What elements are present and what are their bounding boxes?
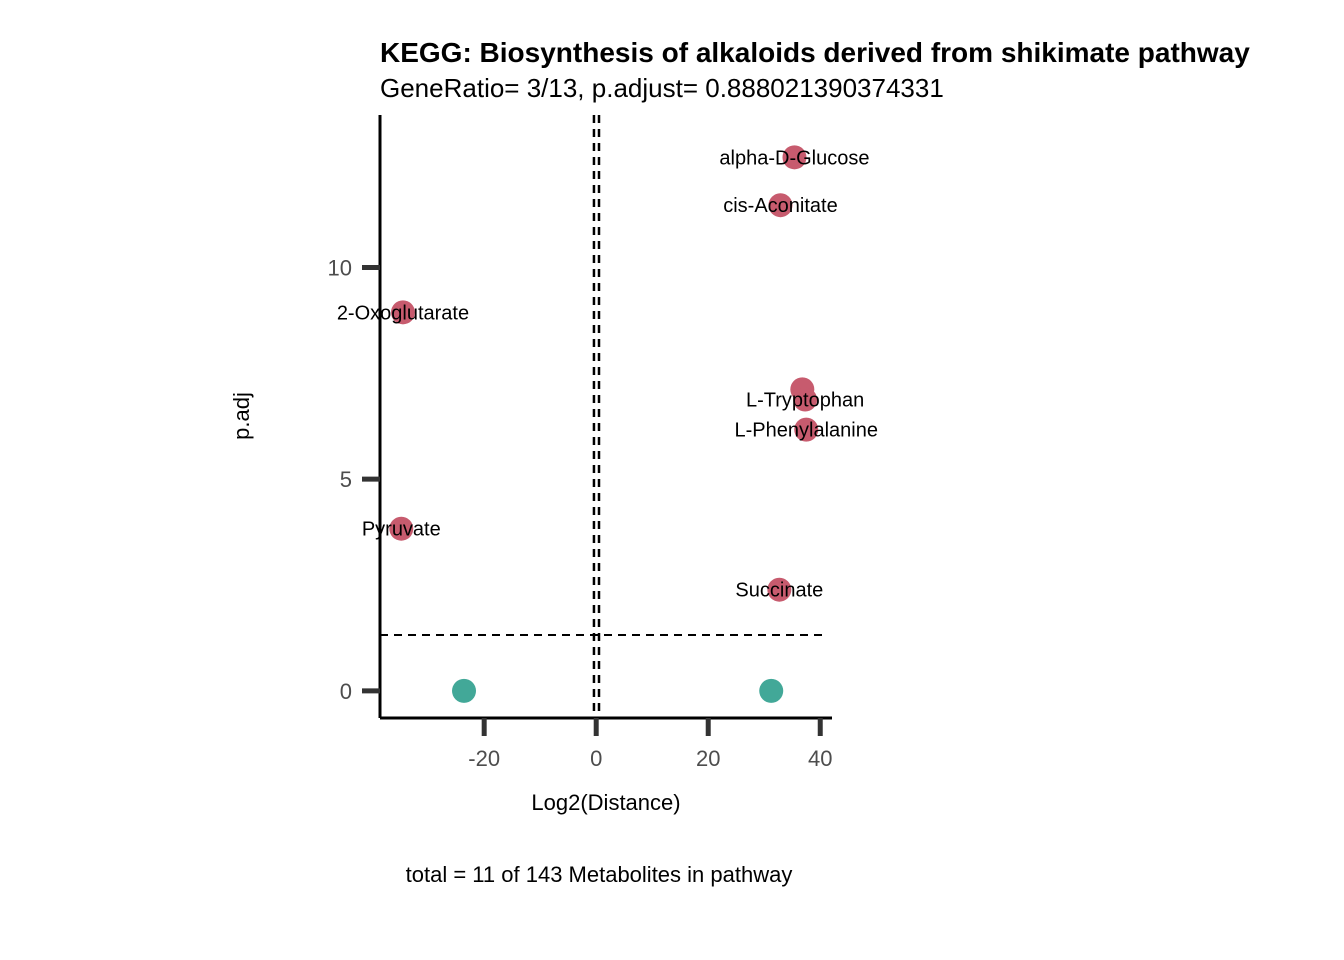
point-label: Succinate: [735, 580, 823, 602]
x-axis-label: Log2(Distance): [531, 790, 680, 815]
x-tick-label: 0: [590, 746, 602, 771]
plot-area: -20 0 20 40 0 5 10 alpha-D-Glucose cis-Aconitate…: [328, 115, 878, 771]
data-point: [389, 516, 414, 541]
point-label: L-Phenylalanine: [735, 420, 878, 442]
chart-title: KEGG: Biosynthesis of alkaloids derived …: [380, 37, 1250, 68]
x-tick-label: 40: [808, 746, 832, 771]
data-point: [782, 145, 807, 170]
data-point: [759, 678, 784, 703]
chart-subtitle: GeneRatio= 3/13, p.adjust= 0.88802139037…: [380, 73, 944, 103]
data-point: [452, 678, 477, 703]
data-point: [793, 387, 818, 412]
point-label: Pyruvate: [362, 519, 441, 541]
y-tick-label: 5: [340, 467, 352, 492]
caption: total = 11 of 143 Metabolites in pathway: [406, 862, 793, 887]
data-point: [767, 577, 792, 602]
point-label: L-Tryptophan: [746, 390, 864, 412]
x-tick-label: -20: [468, 746, 500, 771]
data-point: [768, 193, 793, 218]
data-point: [390, 300, 415, 325]
point-label: 2-Oxoglutarate: [337, 302, 469, 324]
point-label: alpha-D-Glucose: [719, 147, 869, 169]
y-tick-label: 10: [328, 255, 352, 280]
point-label: cis-Aconitate: [723, 195, 838, 217]
x-tick-label: 20: [696, 746, 720, 771]
data-point: [794, 417, 819, 442]
y-tick-label: 0: [340, 679, 352, 704]
y-axis-label: p.adj: [229, 392, 254, 440]
